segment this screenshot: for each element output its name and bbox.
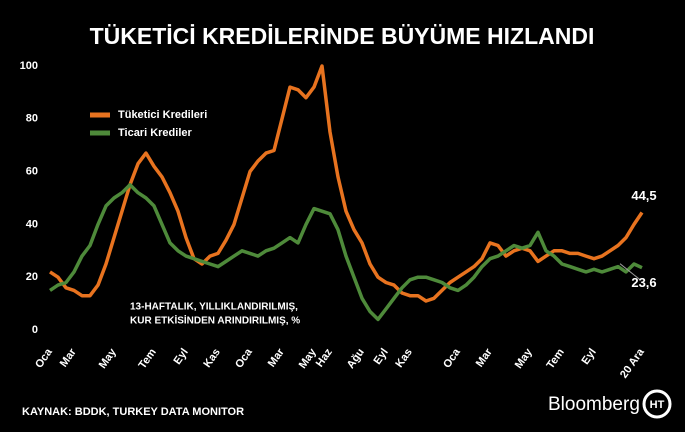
x-tick-label: Mar <box>474 346 495 369</box>
legend-label: Tüketici Kredileri <box>118 109 207 121</box>
x-tick-label: Kas <box>393 347 414 370</box>
chart-title: TÜKETİCİ KREDİLERİNDE BÜYÜME HIZLANDI <box>90 23 595 49</box>
y-tick-label: 60 <box>26 166 38 178</box>
value-label: 23,6 <box>631 275 656 290</box>
y-tick-label: 80 <box>26 113 38 125</box>
x-tick-label: May <box>97 346 120 371</box>
brand: Bloomberg <box>548 394 640 415</box>
x-tick-label: Eyl <box>172 347 191 367</box>
brand-logo: HT <box>650 399 665 411</box>
value-label: 44,5 <box>631 188 656 203</box>
x-tick-label: Haz <box>314 346 335 369</box>
label-leader <box>619 263 641 281</box>
y-tick-label: 100 <box>20 60 38 72</box>
x-tick-label: Tem <box>544 346 566 371</box>
x-tick-label: Kas <box>201 347 222 370</box>
source: KAYNAK: BDDK, TURKEY DATA MONITOR <box>22 406 244 418</box>
x-tick-label: Oca <box>33 346 55 371</box>
y-tick-label: 40 <box>26 218 38 230</box>
x-tick-label: Oca <box>441 346 463 371</box>
x-tick-label: Eyl <box>372 347 391 367</box>
y-tick-label: 20 <box>26 271 38 283</box>
x-tick-label: Tem <box>136 346 158 371</box>
y-tick-label: 0 <box>32 324 38 336</box>
x-tick-label: May <box>513 346 536 371</box>
x-tick-label: Mar <box>266 346 287 369</box>
brand-logo-ring <box>642 389 672 419</box>
legend-label: Ticari Krediler <box>118 127 192 139</box>
x-tick-label: Mar <box>58 346 79 369</box>
annotation: KUR ETKİSİNDEN ARINDIRILMIŞ, % <box>130 314 300 327</box>
x-tick-label: Eyl <box>580 347 599 367</box>
annotation: 13-HAFTALIK, YILLIKLANDIRILMIŞ, <box>130 302 298 313</box>
x-tick-label: Ağu <box>345 347 367 371</box>
x-tick-label: 20 Ara <box>618 346 647 381</box>
x-tick-label: Oca <box>233 346 255 371</box>
series-line <box>49 64 644 303</box>
series-line <box>49 183 643 322</box>
